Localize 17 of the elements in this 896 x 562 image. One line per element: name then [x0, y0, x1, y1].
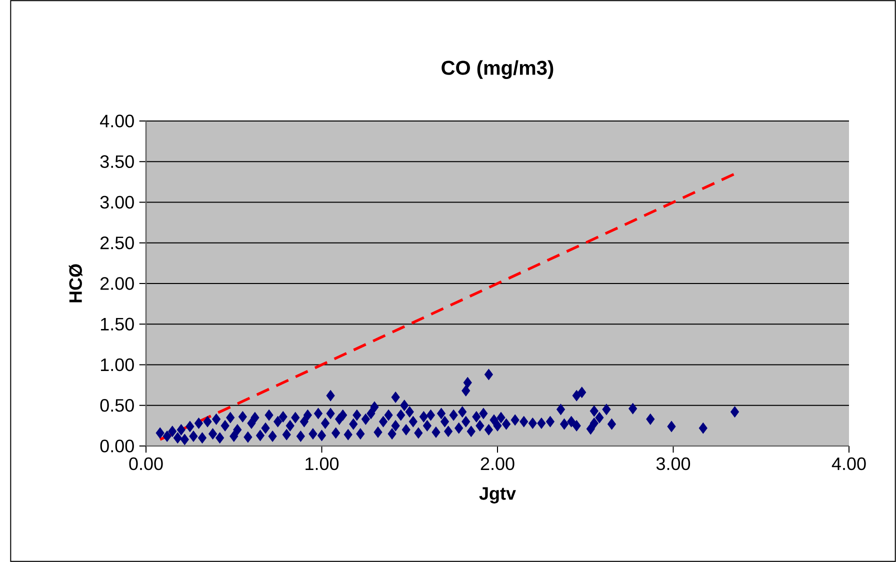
- y-tick-label: 0.50: [100, 399, 134, 412]
- x-axis-title: Jgtv: [479, 487, 516, 504]
- y-tick-label: 3.50: [100, 155, 134, 168]
- y-tick-label: 2.50: [100, 236, 134, 250]
- chart-title: CO (mg/m3): [442, 60, 554, 79]
- x-tick-label: 1.00: [306, 457, 339, 470]
- y-tick-label: 3.00: [100, 196, 134, 209]
- y-tick-label: 4.00: [100, 114, 134, 128]
- y-tick-label: 1.50: [100, 318, 134, 330]
- x-tick-label: 2.00: [480, 457, 514, 470]
- y-tick-label: 2.00: [100, 277, 134, 290]
- x-tick-label: 4.00: [832, 457, 866, 470]
- x-tick-label: 3.00: [656, 457, 690, 470]
- y-tick-label: 1.00: [100, 358, 134, 372]
- x-tick-label: 0.00: [129, 457, 163, 470]
- y-axis-title: HCØ: [68, 264, 82, 302]
- y-tick-label: 0.00: [100, 440, 134, 452]
